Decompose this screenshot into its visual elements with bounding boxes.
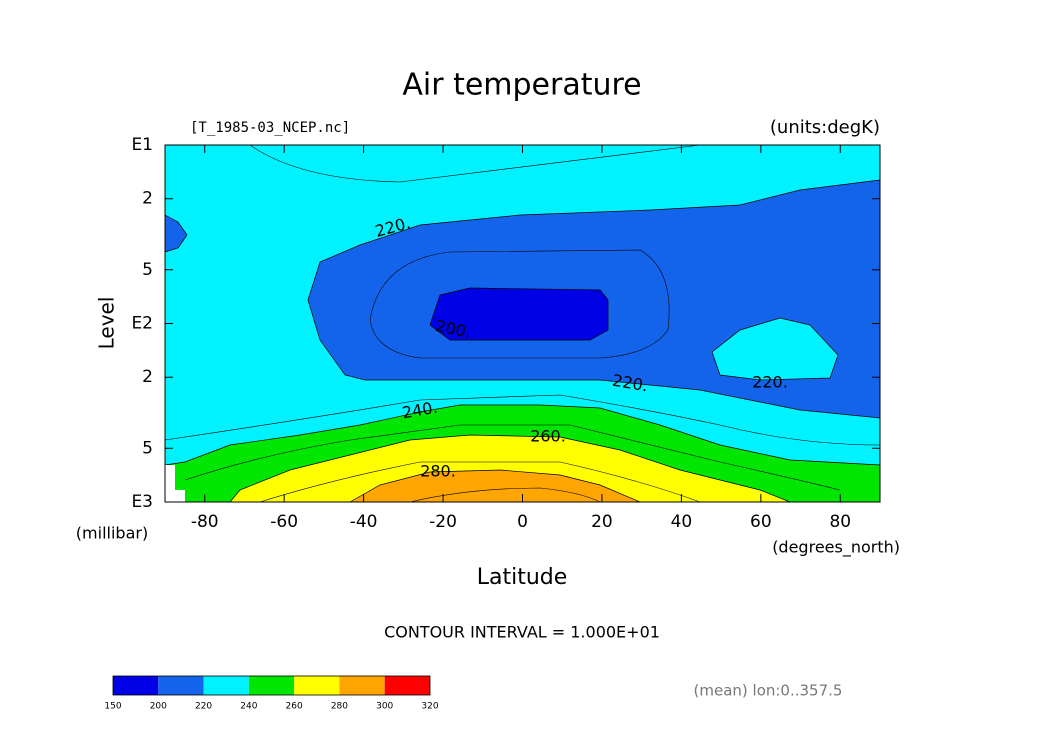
footnote: (mean) lon:0..357.5 xyxy=(694,682,843,700)
contour-label: 280. xyxy=(420,462,456,481)
x-axis-units: (degrees_north) xyxy=(772,538,900,558)
contour-line xyxy=(369,249,670,359)
units-label: (units:degK) xyxy=(770,117,880,138)
y-axis-units: (millibar) xyxy=(76,524,148,543)
file-label: [T_1985-03_NCEP.nc] xyxy=(190,120,350,136)
colorbar-label: 220 xyxy=(195,702,212,712)
colorbar-frame xyxy=(112,675,431,696)
contour-line xyxy=(259,461,701,503)
colorbar-segment xyxy=(384,676,430,695)
x-tick-label: 20 xyxy=(591,512,613,532)
colorbar-segment xyxy=(158,676,204,695)
y-tick-label: E2 xyxy=(131,314,153,334)
contour-interval: CONTOUR INTERVAL = 1.000E+01 xyxy=(384,623,660,642)
contour-label: 260. xyxy=(530,427,566,446)
colorbar-segment xyxy=(113,676,159,695)
contour-line xyxy=(249,144,701,183)
y-tick-label: 2 xyxy=(142,367,153,387)
y-tick-label: 5 xyxy=(142,438,153,458)
colorbar-segment xyxy=(294,676,340,695)
contour-fill xyxy=(711,317,839,381)
y-axis-label: Level xyxy=(95,297,119,350)
contour-fill xyxy=(429,287,609,341)
colorbar-label: 320 xyxy=(421,702,438,712)
colorbar-label: 280 xyxy=(331,702,348,712)
missing-data xyxy=(175,490,185,502)
contour-fill xyxy=(348,469,641,503)
colorbar-label: 150 xyxy=(104,702,121,712)
contour-line xyxy=(409,487,601,503)
x-tick-label: -60 xyxy=(270,512,298,532)
missing-data xyxy=(165,465,175,502)
contour-label: 220. xyxy=(752,373,788,392)
colorbar-label: 260 xyxy=(286,702,303,712)
y-tick-label: 2 xyxy=(142,189,153,209)
x-tick-label: -20 xyxy=(429,512,457,532)
colorbar-label: 240 xyxy=(240,702,257,712)
x-tick-label: -40 xyxy=(350,512,378,532)
y-tick-label: 5 xyxy=(142,260,153,280)
contour-line xyxy=(164,394,881,446)
x-axis-label: Latitude xyxy=(477,565,568,590)
x-tick-label: 0 xyxy=(517,512,528,532)
colorbar-label: 200 xyxy=(150,702,167,712)
y-tick-label: E1 xyxy=(131,135,153,155)
colorbar-segment xyxy=(339,676,385,695)
colorbar-segment xyxy=(248,676,295,695)
colorbar-label: 300 xyxy=(376,702,393,712)
chart-title: Air temperature xyxy=(402,68,641,103)
x-tick-label: 60 xyxy=(750,512,772,532)
contour-line xyxy=(184,424,841,491)
colorbar-segment xyxy=(203,676,249,695)
x-tick-label: -80 xyxy=(191,512,219,532)
x-tick-label: 80 xyxy=(829,512,851,532)
y-tick-label: E3 xyxy=(131,492,153,512)
x-tick-label: 40 xyxy=(671,512,693,532)
